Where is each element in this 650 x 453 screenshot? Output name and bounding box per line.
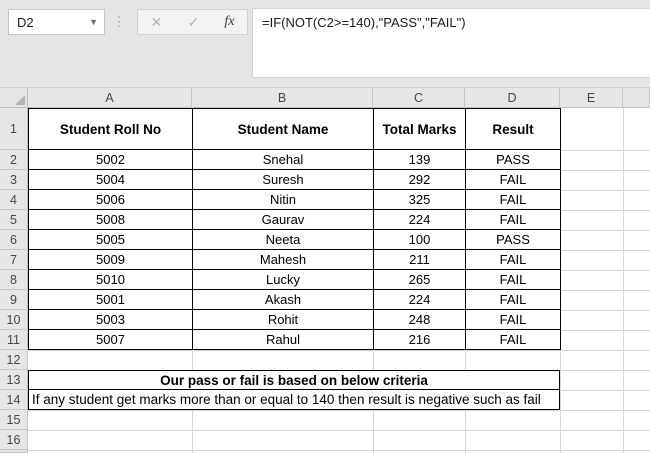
gridline	[623, 108, 624, 453]
gridline	[28, 450, 650, 451]
student-table: Student Roll No Student Name Total Marks Re…	[28, 108, 561, 350]
dots-separator-icon: ⋮	[112, 14, 126, 29]
row-header-14[interactable]: 14	[0, 390, 28, 410]
table-row: 5006 Nitin 325 FAIL	[28, 189, 561, 210]
table-header-row: Student Roll No Student Name Total Marks Re…	[28, 108, 561, 150]
table-cell[interactable]: PASS	[465, 229, 561, 250]
column-header-cell[interactable]: Total Marks	[373, 108, 466, 150]
table-cell[interactable]: Akash	[192, 289, 374, 310]
column-header-cell[interactable]: Student Roll No	[28, 108, 193, 150]
row-header-9[interactable]: 9	[0, 290, 28, 310]
table-row: 5001 Akash 224 FAIL	[28, 289, 561, 310]
table-cell[interactable]: 100	[373, 229, 466, 250]
table-cell[interactable]: Rohit	[192, 309, 374, 330]
row-header-3[interactable]: 3	[0, 170, 28, 190]
column-header-B[interactable]: B	[192, 88, 373, 108]
table-row: 5002 Snehal 139 PASS	[28, 149, 561, 170]
table-cell[interactable]: Nitin	[192, 189, 374, 210]
row-header-15[interactable]: 15	[0, 410, 28, 430]
row-header-5[interactable]: 5	[0, 210, 28, 230]
row-header-4[interactable]: 4	[0, 190, 28, 210]
table-row: 5003 Rohit 248 FAIL	[28, 309, 561, 330]
table-cell[interactable]: 216	[373, 329, 466, 350]
formula-bar-area: D2 ▼ ⋮ ✕ ✓ fx =IF(NOT(C2>=140),"PASS","F…	[0, 0, 650, 88]
table-cell[interactable]: Rahul	[192, 329, 374, 350]
row-header-11[interactable]: 11	[0, 330, 28, 350]
table-cell[interactable]: PASS	[465, 149, 561, 170]
select-all-button[interactable]	[0, 88, 28, 108]
select-all-triangle-icon	[15, 95, 25, 105]
table-cell[interactable]: 5004	[28, 169, 193, 190]
formula-input[interactable]: =IF(NOT(C2>=140),"PASS","FAIL")	[252, 8, 650, 78]
table-cell[interactable]: Suresh	[192, 169, 374, 190]
table-row: 5009 Mahesh 211 FAIL	[28, 249, 561, 270]
criteria-description-cell[interactable]: If any student get marks more than or eq…	[28, 390, 560, 410]
table-cell[interactable]: 292	[373, 169, 466, 190]
table-cell[interactable]: 265	[373, 269, 466, 290]
table-cell[interactable]: 5003	[28, 309, 193, 330]
row-header-6[interactable]: 6	[0, 230, 28, 250]
chevron-down-icon[interactable]: ▼	[89, 17, 98, 27]
table-row: 5005 Neeta 100 PASS	[28, 229, 561, 250]
gridline	[28, 350, 650, 351]
table-cell[interactable]: 211	[373, 249, 466, 270]
table-cell[interactable]: 5005	[28, 229, 193, 250]
table-cell[interactable]: FAIL	[465, 169, 561, 190]
criteria-title-cell[interactable]: Our pass or fail is based on below crite…	[28, 370, 560, 390]
table-cell[interactable]: 5010	[28, 269, 193, 290]
table-row: 5008 Gaurav 224 FAIL	[28, 209, 561, 230]
insert-function-icon[interactable]: fx	[224, 14, 235, 29]
gridline	[28, 430, 650, 431]
row-header-2[interactable]: 2	[0, 150, 28, 170]
table-cell[interactable]: Snehal	[192, 149, 374, 170]
table-cell[interactable]: FAIL	[465, 329, 561, 350]
name-box[interactable]: D2 ▼	[8, 9, 105, 35]
table-cell[interactable]: FAIL	[465, 189, 561, 210]
table-cell[interactable]: 5008	[28, 209, 193, 230]
table-cell[interactable]: Lucky	[192, 269, 374, 290]
table-cell[interactable]: Gaurav	[192, 209, 374, 230]
column-header-D[interactable]: D	[465, 88, 560, 108]
table-cell[interactable]: FAIL	[465, 309, 561, 330]
cell-reference: D2	[17, 14, 34, 30]
column-header-partial[interactable]	[623, 88, 650, 108]
table-cell[interactable]: 325	[373, 189, 466, 210]
table-cell[interactable]: 5002	[28, 149, 193, 170]
gridline	[28, 410, 650, 411]
formula-buttons: ✕ ✓ fx	[137, 9, 248, 35]
table-cell[interactable]: FAIL	[465, 249, 561, 270]
table-cell[interactable]: FAIL	[465, 289, 561, 310]
row-header-1[interactable]: 1	[0, 108, 28, 150]
table-row: 5007 Rahul 216 FAIL	[28, 329, 561, 350]
row-header-8[interactable]: 8	[0, 270, 28, 290]
table-cell[interactable]: 5001	[28, 289, 193, 310]
column-header-C[interactable]: C	[373, 88, 465, 108]
table-cell[interactable]: 224	[373, 209, 466, 230]
table-cell[interactable]: 139	[373, 149, 466, 170]
column-header-cell[interactable]: Result	[465, 108, 561, 150]
column-header-E[interactable]: E	[560, 88, 623, 108]
table-cell[interactable]: FAIL	[465, 269, 561, 290]
table-cell[interactable]: 224	[373, 289, 466, 310]
table-cell[interactable]: 248	[373, 309, 466, 330]
row-header-10[interactable]: 10	[0, 310, 28, 330]
cancel-icon[interactable]: ✕	[150, 14, 163, 30]
table-cell[interactable]: 5009	[28, 249, 193, 270]
table-cell[interactable]: Mahesh	[192, 249, 374, 270]
table-row: 5004 Suresh 292 FAIL	[28, 169, 561, 190]
table-cell[interactable]: 5006	[28, 189, 193, 210]
row-header-16[interactable]: 16	[0, 430, 28, 450]
row-header-13[interactable]: 13	[0, 370, 28, 390]
column-header-cell[interactable]: Student Name	[192, 108, 374, 150]
table-cell[interactable]: 5007	[28, 329, 193, 350]
row-header-12[interactable]: 12	[0, 350, 28, 370]
enter-icon[interactable]: ✓	[187, 14, 200, 30]
column-header-A[interactable]: A	[28, 88, 192, 108]
row-header-7[interactable]: 7	[0, 250, 28, 270]
table-row: 5010 Lucky 265 FAIL	[28, 269, 561, 290]
table-cell[interactable]: FAIL	[465, 209, 561, 230]
table-cell[interactable]: Neeta	[192, 229, 374, 250]
